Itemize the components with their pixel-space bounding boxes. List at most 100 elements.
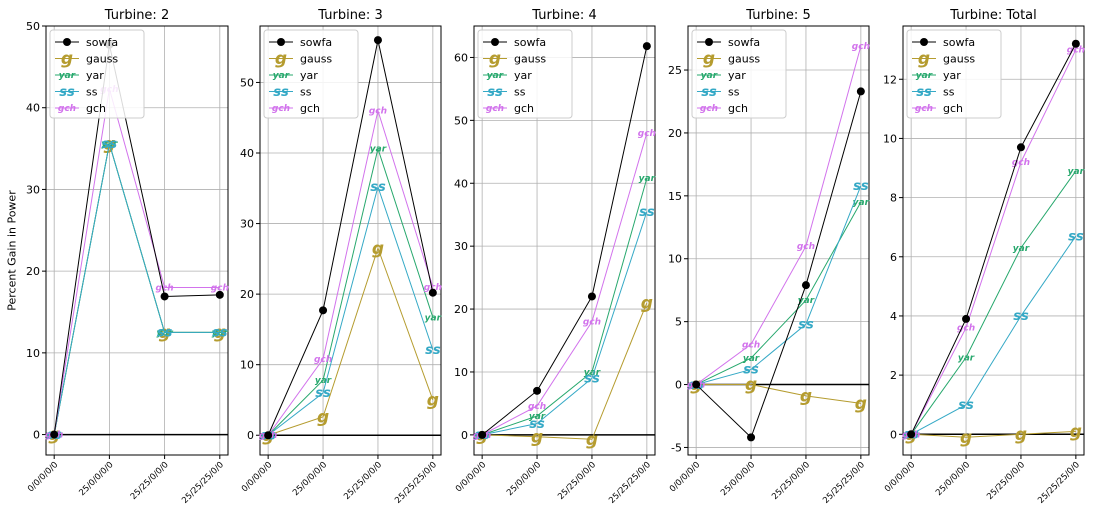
legend-item-ss: ss ss <box>55 85 98 100</box>
legend-marker-yar: yar <box>916 71 933 81</box>
x-tick-label: 25/0/0/0/0 <box>719 460 757 498</box>
legend-marker-ss: ss <box>916 85 932 100</box>
x-tick-label: 25/25/25/0/0 <box>607 460 653 506</box>
data-point-yar: yar <box>212 328 229 338</box>
legend-box <box>477 29 573 119</box>
y-tick-label: 0 <box>461 429 468 442</box>
data-point-yar: yar <box>315 376 332 386</box>
data-point-gauss: g <box>372 239 384 259</box>
data-point-ss: ss <box>102 137 118 152</box>
data-point-yar: yar <box>798 296 815 306</box>
legend-item-yar: yar yar <box>269 69 318 82</box>
legend-marker-yar: yar <box>273 71 290 81</box>
data-point-yar: yar <box>584 368 601 378</box>
data-point-yar: yar <box>1068 167 1085 177</box>
series-line-gauss <box>267 246 434 436</box>
legend-label: ss <box>728 86 740 99</box>
x-tick-label: 0/0/0/0/0 <box>668 460 702 494</box>
data-point-ss: ss <box>853 179 869 194</box>
legend-marker-gch: gch <box>915 104 933 114</box>
data-point-gauss: g <box>531 427 543 447</box>
series-line-gch <box>481 132 648 436</box>
series-line-sowfa <box>53 44 220 435</box>
legend-label: gch <box>514 102 534 115</box>
axes-frame <box>902 25 1085 456</box>
data-point-gauss: g <box>1015 425 1027 445</box>
legend-label: yar <box>943 69 961 82</box>
data-point-ss: ss <box>157 326 173 341</box>
legend-marker-ss: ss <box>487 85 503 100</box>
legend-label: gch <box>943 102 963 115</box>
legend-label: sowfa <box>943 36 975 49</box>
data-point-ss: ss <box>315 386 331 401</box>
data-point-sowfa <box>642 42 651 51</box>
legend-marker-yar: yar <box>487 71 504 81</box>
data-point-sowfa <box>50 430 59 439</box>
y-tick-label: 10 <box>26 347 40 360</box>
y-tick-label: 12 <box>883 73 897 86</box>
x-tick-label: 25/0/0/0/0 <box>291 460 329 498</box>
data-point-sowfa <box>373 36 382 45</box>
y-tick-label: 2 <box>890 369 897 382</box>
y-tick-label: 0 <box>33 429 40 442</box>
legend-item-gch: gch gch <box>912 102 963 115</box>
y-axis-label-container: Percent Gain in Power <box>4 100 20 400</box>
legend-item-yar: yar yar <box>697 69 746 82</box>
y-axis-label: Percent Gain in Power <box>5 189 19 311</box>
y-tick-label: 20 <box>26 265 40 278</box>
data-point-yar: yar <box>958 353 975 363</box>
series-line-sowfa <box>695 91 862 439</box>
data-point-yar: yar <box>743 354 760 364</box>
legend-item-gauss: g gauss <box>55 49 118 69</box>
legend-item-sowfa: sowfa <box>55 36 118 49</box>
data-point-gch: gch <box>1012 158 1030 168</box>
series-gch: gch gch gch gch <box>259 107 442 442</box>
panel-5: 0 2 4 6 8 10 12 0/0/0/0/0 25/0/0/0/0 25/25/0/0/0 2… <box>883 8 1085 506</box>
panel-title: Turbine: 2 <box>104 8 169 23</box>
series-line-gch <box>695 45 862 385</box>
series-line-gauss <box>911 430 1076 438</box>
series-line-gauss <box>482 302 648 440</box>
y-tick-label: 10 <box>454 366 468 379</box>
legend-marker-gauss: g <box>275 49 287 69</box>
panel-title: Turbine: 3 <box>317 8 382 23</box>
series-line-yar <box>481 178 648 436</box>
data-point-ss: ss <box>743 363 759 378</box>
y-tick-label: 8 <box>890 192 897 205</box>
y-tick-label: 30 <box>240 218 254 231</box>
legend-label: ss <box>86 86 98 99</box>
legend-marker-gauss: g <box>61 49 73 69</box>
series-line-ss <box>267 185 434 436</box>
panel-title: Turbine: 4 <box>531 8 596 23</box>
data-point-ss: ss <box>1013 309 1029 324</box>
legend-label: ss <box>300 86 312 99</box>
data-point-sowfa <box>801 281 810 290</box>
data-point-gauss: g <box>855 394 867 414</box>
legend-marker-sowfa <box>63 38 71 46</box>
y-tick-label: 50 <box>26 20 40 33</box>
x-tick-label: 25/0/0/0/0 <box>934 460 972 498</box>
y-tick-label: 0 <box>247 429 254 442</box>
y-tick-label: 30 <box>454 240 468 253</box>
legend-label: sowfa <box>728 36 760 49</box>
y-tick-label: 5 <box>675 316 682 329</box>
data-point-gch: gch <box>211 283 229 293</box>
data-point-ss: ss <box>798 317 814 332</box>
legend-item-gch: gch gch <box>483 102 534 115</box>
data-point-gauss: g <box>159 323 171 343</box>
data-point-ss: ss <box>529 417 545 432</box>
legend-box <box>906 29 1002 119</box>
data-point-sowfa <box>1016 143 1025 152</box>
axes-frame <box>473 25 656 456</box>
legend-marker-ss: ss <box>701 85 717 100</box>
data-point-gch: gch <box>797 242 815 252</box>
legend-item-sowfa: sowfa <box>483 36 546 49</box>
data-point-gauss: g <box>317 408 329 428</box>
y-tick-label: -5 <box>671 441 682 454</box>
y-tick-label: 25 <box>668 64 682 77</box>
y-tick-label: 20 <box>454 303 468 316</box>
data-point-sowfa <box>747 433 756 442</box>
x-tick-label: 25/25/0/0/0 <box>129 460 171 502</box>
